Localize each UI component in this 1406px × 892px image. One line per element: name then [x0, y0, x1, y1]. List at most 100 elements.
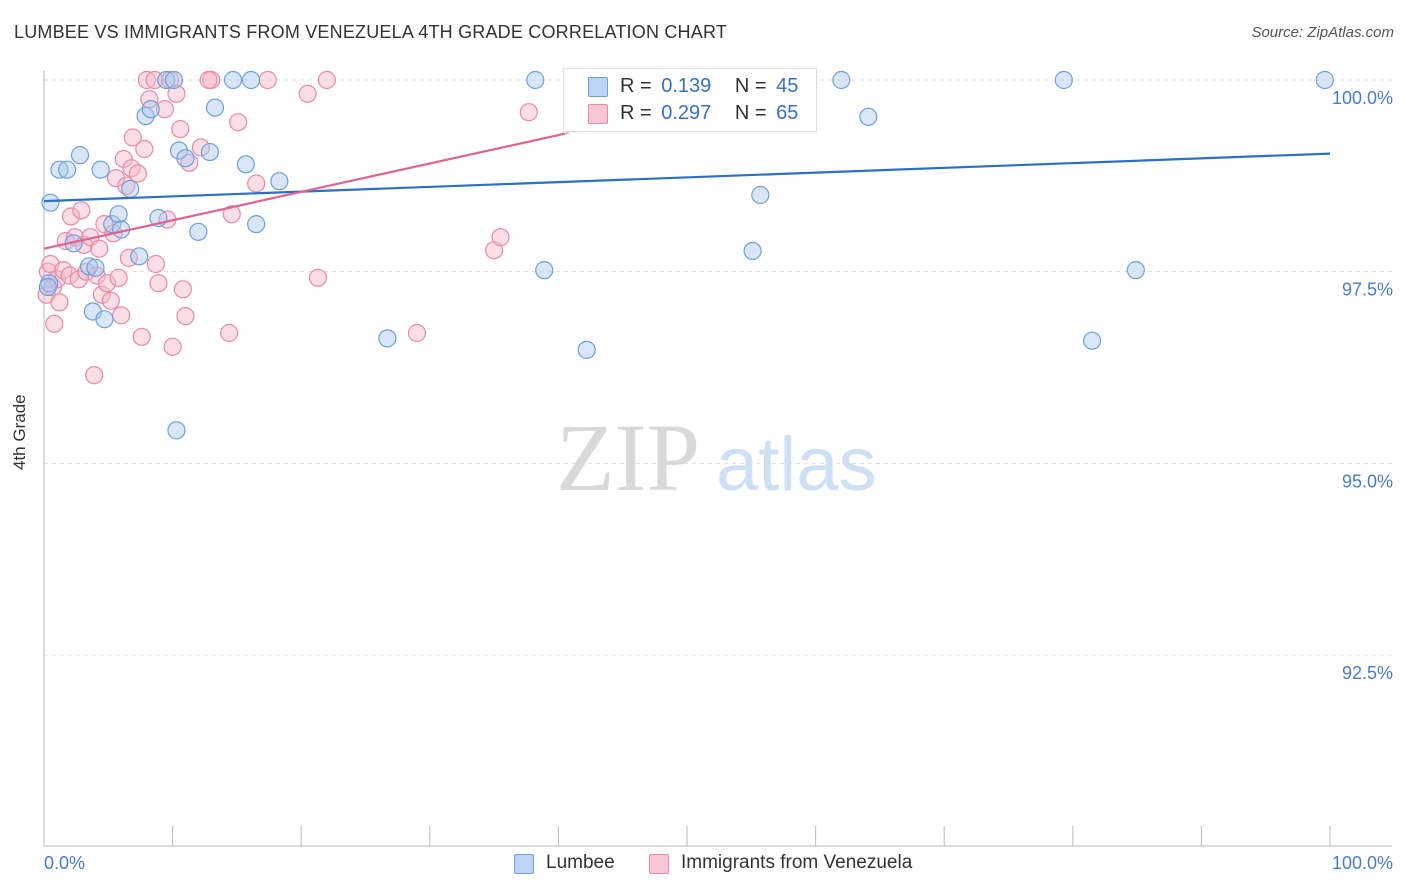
venezuela-point	[176, 307, 195, 326]
lumbee-point	[1082, 331, 1102, 350]
x-tick-label: 100.0%	[1332, 853, 1393, 873]
legend-row-text: R = 0.139 N = 45	[620, 75, 798, 98]
lumbee-point	[41, 193, 60, 212]
lumbee-point	[577, 340, 596, 359]
legend-item-label: Immigrants from Venezuela	[681, 852, 913, 873]
lumbee-point	[241, 70, 261, 90]
lumbee-point	[79, 257, 99, 276]
venezuela-point	[92, 285, 111, 304]
venezuela-point	[132, 327, 151, 346]
data-points	[37, 70, 1334, 440]
series-legend: Lumbee Immigrants from Venezuela	[0, 852, 1406, 878]
y-tick-label: 92.5%	[1342, 663, 1393, 683]
lumbee-point	[38, 277, 57, 297]
venezuela-point	[247, 174, 266, 193]
chart-title: LUMBEE VS IMMIGRANTS FROM VENEZUELA 4TH …	[14, 22, 728, 42]
lumbee-swatch	[514, 854, 534, 874]
lumbee-point	[378, 329, 397, 348]
venezuela-point	[146, 254, 165, 274]
lumbee-point	[236, 155, 256, 174]
venezuela-point	[191, 138, 210, 157]
lumbee-point	[247, 215, 266, 234]
n-value: 45	[776, 75, 799, 97]
venezuela-point	[101, 291, 120, 310]
venezuela-point	[519, 103, 538, 122]
venezuela-point	[258, 70, 277, 90]
lumbee-point	[121, 179, 140, 198]
lumbee-point	[109, 205, 128, 224]
venezuela-point	[109, 268, 128, 287]
legend-row-text: R = 0.297 N = 65	[620, 102, 798, 125]
lumbee-point	[50, 160, 69, 179]
venezuela-point	[106, 169, 126, 188]
n-value: 65	[776, 102, 799, 124]
r-label: R =	[620, 102, 652, 124]
watermark-atlas: atlas	[716, 422, 877, 507]
venezuela-point	[123, 128, 142, 147]
lumbee-point	[58, 160, 77, 179]
lumbee-point	[130, 247, 149, 266]
venezuela-point	[167, 84, 186, 103]
lumbee-point	[1126, 261, 1145, 280]
venezuela-point	[85, 366, 104, 385]
lumbee-point	[859, 107, 878, 126]
n-label: N =	[734, 102, 767, 124]
lumbee-point	[743, 241, 762, 261]
venezuela-point	[87, 266, 106, 285]
venezuela-point	[135, 139, 154, 159]
venezuela-point	[149, 274, 168, 293]
lumbee-point	[164, 70, 183, 90]
venezuela-point	[112, 306, 131, 325]
watermark: ZIP atlas	[556, 404, 877, 511]
n-label: N =	[734, 75, 767, 97]
lumbee-point	[832, 70, 851, 90]
venezuela-point	[298, 84, 317, 103]
y-tick-label: 97.5%	[1342, 280, 1393, 300]
venezuela-point	[491, 228, 510, 247]
x-tick-label: 0.0%	[44, 853, 85, 873]
venezuela-point	[163, 337, 182, 356]
lumbee-point	[526, 70, 545, 90]
venezuela-point	[50, 293, 69, 312]
lumbee-point	[535, 261, 554, 280]
r-value: 0.297	[661, 102, 712, 124]
lumbee-point	[189, 222, 208, 241]
lumbee-point	[157, 70, 176, 90]
lumbee-point	[95, 310, 114, 329]
lumbee-point	[270, 172, 289, 191]
r-label: R =	[620, 75, 652, 97]
venezuela-point	[72, 201, 91, 220]
venezuela-point	[317, 70, 337, 90]
venezuela-point	[155, 100, 174, 119]
lumbee-point	[86, 258, 105, 277]
venezuela-point	[171, 119, 190, 139]
venezuela-point	[220, 323, 239, 343]
trend-lines	[43, 121, 1331, 250]
lumbee-point	[1315, 70, 1334, 90]
venezuela-point	[222, 205, 241, 224]
lumbee-point	[176, 149, 195, 168]
y-tick-label: 95.0%	[1342, 471, 1393, 491]
venezuela-swatch	[649, 854, 669, 874]
r-value: 0.139	[661, 75, 712, 97]
venezuela-trend-line	[43, 132, 566, 250]
y-tick-label: 100.0%	[1332, 88, 1393, 108]
venezuela-point	[61, 207, 81, 226]
venezuela-point	[173, 280, 192, 299]
venezuela-point	[229, 113, 248, 132]
tick-labels: 92.5% 95.0% 97.5% 100.0% 0.0% 100.0%	[44, 88, 1393, 873]
lumbee-point	[205, 98, 225, 117]
source-label: Source: ZipAtlas.com	[1251, 24, 1394, 41]
lumbee-point	[751, 185, 770, 205]
venezuela-point	[97, 274, 117, 293]
venezuela-point	[45, 314, 64, 333]
lumbee-trend-line	[43, 152, 1331, 203]
venezuela-point	[90, 239, 109, 258]
axes	[43, 70, 1392, 847]
lumbee-point	[1054, 70, 1073, 90]
lumbee-point	[200, 142, 219, 162]
lumbee-point	[91, 160, 110, 179]
venezuela-point	[69, 270, 88, 289]
legend-item-label: Lumbee	[546, 852, 615, 873]
